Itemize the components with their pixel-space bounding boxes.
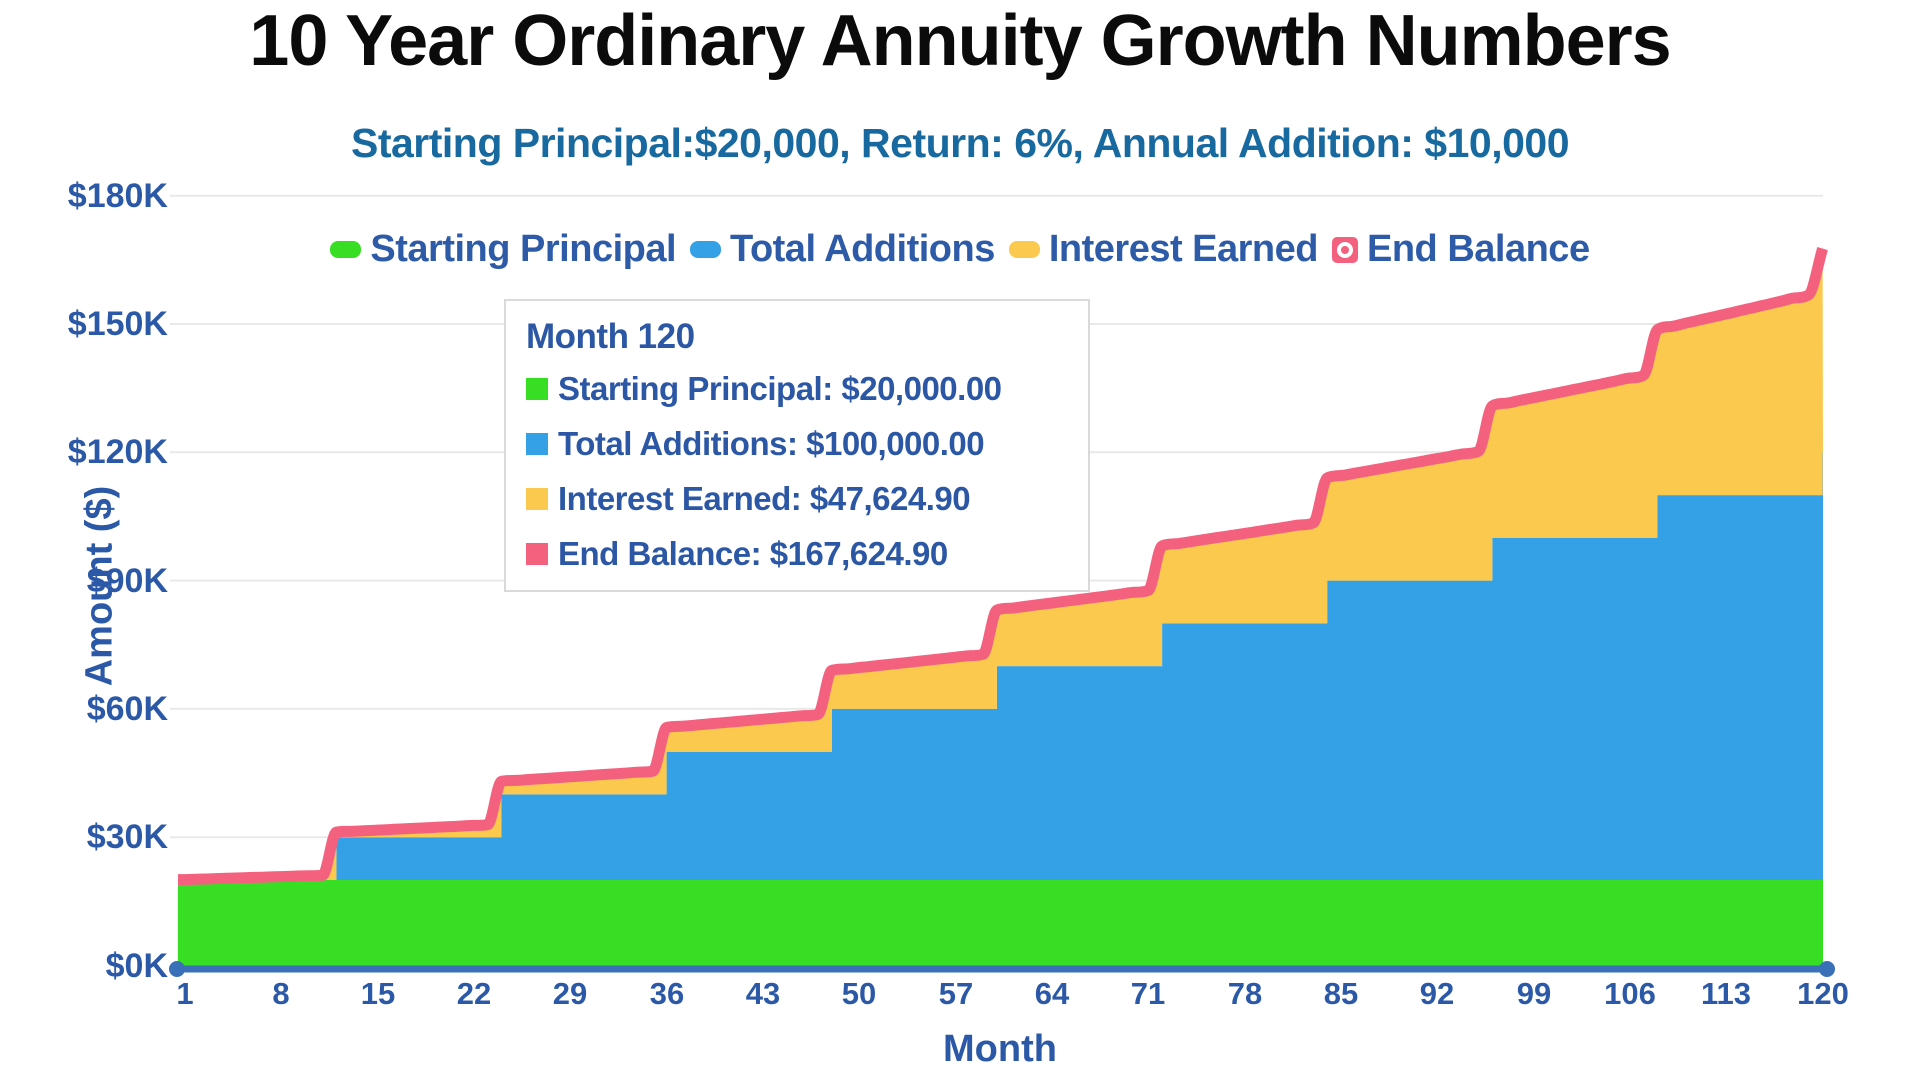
x-axis-end-dot (1819, 961, 1835, 977)
legend-item-label: End Balance (1367, 228, 1590, 270)
legend-item-label: Starting Principal (370, 228, 677, 270)
tooltip-swatch-end-balance-icon (526, 543, 548, 565)
area-total-additions (178, 452, 1823, 880)
x-axis-tick-label: 8 (272, 976, 290, 1011)
x-axis-tick-label: 92 (1419, 976, 1455, 1011)
area-starting-principal (178, 880, 1823, 966)
tooltip-title: Month 120 (526, 317, 695, 356)
x-axis-tick-label: 29 (552, 976, 588, 1011)
end-balance-line (178, 247, 1828, 886)
tooltip-row: End Balance: $167,624.90 (526, 532, 1068, 576)
x-axis-tick-label: 57 (938, 976, 974, 1011)
legend: Starting Principal Total Additions Inter… (0, 228, 1920, 271)
x-axis-tick-label: 50 (841, 976, 877, 1011)
tooltip-row: Interest Earned: $47,624.90 (526, 477, 1068, 521)
legend-marker-starting-principal-icon (330, 241, 362, 258)
x-axis-tick-label: 106 (1604, 976, 1656, 1011)
tooltip-row: Total Additions: $100,000.00 (526, 422, 1068, 466)
legend-item-end-balance[interactable]: End Balance (1332, 228, 1590, 271)
x-axis-tick-label: 1 (176, 976, 194, 1011)
tooltip-swatch-starting-principal-icon (526, 378, 548, 400)
legend-item-starting-principal[interactable]: Starting Principal (330, 228, 677, 271)
x-axis-tick-label: 22 (456, 976, 492, 1011)
chart-subtitle: Starting Principal:$20,000, Return: 6%, … (350, 120, 1570, 166)
x-axis-tick-label: 85 (1323, 976, 1359, 1011)
x-axis-tick-label: 78 (1227, 976, 1263, 1011)
x-axis-tick-label: 64 (1034, 976, 1070, 1011)
x-axis-start-dot (169, 961, 185, 977)
legend-item-interest-earned[interactable]: Interest Earned (1008, 228, 1319, 271)
x-axis-tick-label: 43 (745, 976, 781, 1011)
y-axis-tick-label: $60K (86, 690, 168, 728)
y-axis-tick-label: $30K (86, 818, 168, 856)
chart-title: 10 Year Ordinary Annuity Growth Numbers (249, 1, 1671, 81)
legend-item-total-additions[interactable]: Total Additions (690, 228, 995, 271)
x-axis-tick-label: 71 (1130, 976, 1166, 1011)
tooltip: Month 120 Starting Principal: $20,000.00… (504, 299, 1090, 592)
x-axis-tick-label: 99 (1516, 976, 1552, 1011)
x-axis-tick-label: 113 (1700, 976, 1752, 1011)
tooltip-swatch-total-additions-icon (526, 433, 548, 455)
tooltip-row-text: Interest Earned: $47,624.90 (558, 480, 971, 517)
x-axis-tick-label: 15 (360, 976, 396, 1011)
tooltip-row-text: Starting Principal: $20,000.00 (558, 370, 1002, 407)
tooltip-row-text: Total Additions: $100,000.00 (558, 425, 985, 462)
y-axis-tick-label: $180K (67, 177, 168, 215)
y-axis-title: Amount ($) (78, 485, 121, 687)
legend-marker-end-balance-icon (1332, 236, 1358, 263)
y-axis-tick-label: $150K (67, 305, 168, 343)
legend-marker-interest-earned-icon (1008, 241, 1040, 258)
x-axis-title: Month (943, 1028, 1057, 1070)
tooltip-row-text: End Balance: $167,624.90 (558, 535, 948, 572)
tooltip-row: Starting Principal: $20,000.00 (526, 367, 1068, 411)
y-axis-tick-label: $90K (86, 562, 168, 600)
legend-item-label: Total Additions (730, 228, 995, 270)
x-axis-tick-label: 36 (649, 976, 685, 1011)
y-axis-tick-label: $120K (67, 433, 168, 471)
tooltip-swatch-interest-earned-icon (526, 488, 548, 510)
legend-marker-total-additions-icon (690, 241, 722, 258)
legend-item-label: Interest Earned (1048, 228, 1319, 270)
y-axis-tick-label: $0K (105, 947, 168, 985)
x-axis-tick-label: 120 (1797, 976, 1849, 1011)
